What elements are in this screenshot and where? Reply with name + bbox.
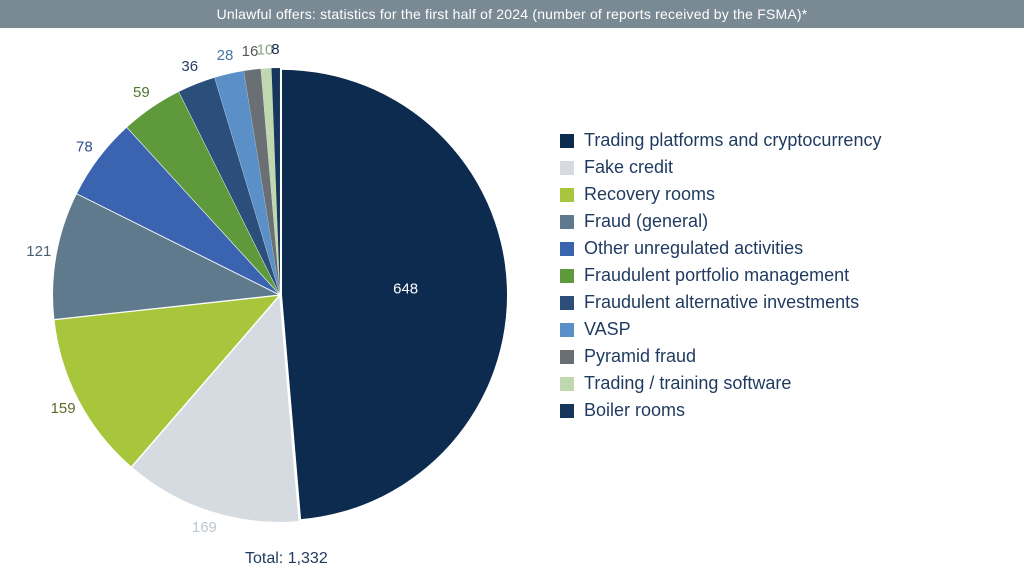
legend-item: Fraud (general)	[560, 211, 881, 232]
legend-swatch	[560, 161, 574, 175]
legend-label: VASP	[584, 319, 631, 340]
legend-item: Pyramid fraud	[560, 346, 881, 367]
legend-item: Trading / training software	[560, 373, 881, 394]
legend-swatch	[560, 188, 574, 202]
slice-value-label: 78	[76, 138, 93, 155]
legend-label: Fraudulent portfolio management	[584, 265, 849, 286]
title-text: Unlawful offers: statistics for the firs…	[217, 6, 808, 22]
pie-chart: 6481691591217859362816108	[0, 28, 560, 580]
slice-value-label: 28	[217, 47, 234, 64]
legend-item: Other unregulated activities	[560, 238, 881, 259]
slice-value-label: 59	[133, 84, 150, 101]
legend-item: Recovery rooms	[560, 184, 881, 205]
slice-value-label: 121	[26, 243, 51, 260]
slice-value-label: 648	[393, 281, 418, 298]
legend-item: Boiler rooms	[560, 400, 881, 421]
legend-swatch	[560, 377, 574, 391]
legend-label: Recovery rooms	[584, 184, 715, 205]
legend-item: Fake credit	[560, 157, 881, 178]
slice-value-label: 8	[271, 41, 279, 58]
legend-label: Other unregulated activities	[584, 238, 803, 259]
legend-label: Pyramid fraud	[584, 346, 696, 367]
legend-item: Trading platforms and cryptocurrency	[560, 130, 881, 151]
legend-swatch	[560, 215, 574, 229]
legend: Trading platforms and cryptocurrency Fake…	[560, 130, 881, 427]
legend-swatch	[560, 134, 574, 148]
legend-label: Boiler rooms	[584, 400, 685, 421]
legend-swatch	[560, 404, 574, 418]
legend-swatch	[560, 350, 574, 364]
title-bar: Unlawful offers: statistics for the firs…	[0, 0, 1024, 28]
slice-value-label: 169	[192, 519, 217, 536]
legend-item: VASP	[560, 319, 881, 340]
legend-label: Fake credit	[584, 157, 673, 178]
legend-swatch	[560, 269, 574, 283]
legend-swatch	[560, 323, 574, 337]
legend-item: Fraudulent portfolio management	[560, 265, 881, 286]
legend-label: Trading platforms and cryptocurrency	[584, 130, 881, 151]
total-label: Total: 1,332	[245, 550, 328, 568]
legend-item: Fraudulent alternative investments	[560, 292, 881, 313]
legend-swatch	[560, 242, 574, 256]
legend-label: Fraudulent alternative investments	[584, 292, 859, 313]
legend-label: Fraud (general)	[584, 211, 708, 232]
legend-label: Trading / training software	[584, 373, 791, 394]
slice-value-label: 36	[181, 58, 198, 75]
slice-value-label: 159	[51, 400, 76, 417]
legend-swatch	[560, 296, 574, 310]
